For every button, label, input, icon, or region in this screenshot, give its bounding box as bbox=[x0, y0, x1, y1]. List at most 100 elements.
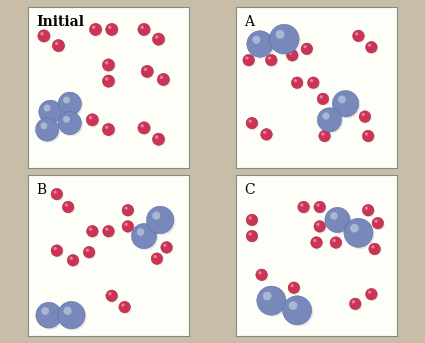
Circle shape bbox=[58, 92, 81, 115]
Circle shape bbox=[147, 206, 174, 234]
Circle shape bbox=[55, 42, 58, 45]
Circle shape bbox=[314, 221, 326, 232]
Circle shape bbox=[289, 301, 298, 310]
Circle shape bbox=[289, 52, 292, 55]
Circle shape bbox=[247, 232, 259, 243]
Circle shape bbox=[346, 220, 374, 249]
Circle shape bbox=[315, 222, 327, 234]
Circle shape bbox=[37, 304, 63, 330]
Circle shape bbox=[338, 95, 346, 104]
Circle shape bbox=[125, 206, 128, 210]
Circle shape bbox=[291, 77, 303, 88]
Circle shape bbox=[51, 245, 62, 257]
Circle shape bbox=[153, 254, 164, 266]
Circle shape bbox=[332, 239, 336, 242]
Circle shape bbox=[291, 284, 294, 287]
Circle shape bbox=[40, 122, 48, 129]
Circle shape bbox=[292, 78, 304, 90]
Circle shape bbox=[52, 246, 64, 258]
Circle shape bbox=[326, 209, 352, 234]
Circle shape bbox=[91, 25, 103, 37]
Circle shape bbox=[108, 292, 112, 295]
Circle shape bbox=[138, 122, 150, 134]
Circle shape bbox=[263, 131, 266, 134]
Circle shape bbox=[153, 133, 164, 145]
Circle shape bbox=[108, 26, 112, 29]
Circle shape bbox=[261, 129, 272, 140]
Circle shape bbox=[353, 30, 364, 42]
Circle shape bbox=[262, 130, 274, 141]
Circle shape bbox=[249, 119, 252, 123]
Circle shape bbox=[372, 217, 384, 229]
Circle shape bbox=[330, 212, 338, 220]
Circle shape bbox=[104, 227, 116, 238]
Circle shape bbox=[140, 124, 144, 128]
Text: A: A bbox=[244, 15, 254, 29]
Circle shape bbox=[119, 301, 130, 313]
Circle shape bbox=[362, 113, 365, 116]
Circle shape bbox=[36, 118, 59, 141]
Circle shape bbox=[58, 111, 81, 135]
Circle shape bbox=[332, 238, 343, 250]
Circle shape bbox=[153, 33, 164, 45]
Circle shape bbox=[63, 307, 72, 315]
Circle shape bbox=[39, 31, 51, 43]
Circle shape bbox=[85, 248, 96, 259]
Circle shape bbox=[105, 77, 108, 81]
Circle shape bbox=[258, 288, 287, 317]
Circle shape bbox=[373, 218, 385, 230]
Circle shape bbox=[313, 239, 316, 242]
Circle shape bbox=[288, 51, 299, 62]
Circle shape bbox=[360, 112, 372, 124]
Circle shape bbox=[60, 94, 83, 117]
Circle shape bbox=[161, 241, 173, 253]
Circle shape bbox=[350, 224, 359, 233]
Circle shape bbox=[102, 75, 115, 87]
Circle shape bbox=[354, 32, 366, 43]
Circle shape bbox=[364, 206, 375, 217]
Circle shape bbox=[294, 79, 297, 82]
Circle shape bbox=[83, 246, 95, 258]
Circle shape bbox=[63, 116, 70, 123]
Circle shape bbox=[314, 201, 326, 213]
Circle shape bbox=[92, 26, 96, 29]
Circle shape bbox=[160, 75, 163, 79]
Circle shape bbox=[60, 113, 83, 136]
Circle shape bbox=[123, 222, 135, 234]
Circle shape bbox=[330, 237, 342, 248]
Circle shape bbox=[252, 36, 260, 44]
Circle shape bbox=[104, 125, 116, 137]
Circle shape bbox=[247, 215, 259, 227]
Circle shape bbox=[86, 114, 99, 126]
Circle shape bbox=[52, 39, 65, 52]
Circle shape bbox=[137, 228, 144, 236]
Circle shape bbox=[243, 54, 255, 66]
Circle shape bbox=[159, 75, 171, 87]
Circle shape bbox=[248, 32, 275, 59]
Circle shape bbox=[316, 223, 320, 226]
Circle shape bbox=[103, 225, 114, 237]
Circle shape bbox=[122, 221, 134, 232]
Circle shape bbox=[332, 91, 359, 117]
Circle shape bbox=[315, 202, 327, 214]
Circle shape bbox=[105, 23, 118, 36]
Circle shape bbox=[125, 223, 128, 226]
Circle shape bbox=[107, 291, 119, 303]
Circle shape bbox=[246, 214, 258, 226]
Circle shape bbox=[316, 203, 320, 206]
Circle shape bbox=[155, 35, 159, 39]
Circle shape bbox=[37, 119, 60, 143]
Circle shape bbox=[363, 204, 374, 216]
Circle shape bbox=[153, 255, 157, 258]
Circle shape bbox=[247, 119, 259, 130]
Circle shape bbox=[88, 115, 100, 127]
Circle shape bbox=[363, 130, 374, 142]
Circle shape bbox=[359, 111, 371, 122]
Circle shape bbox=[365, 206, 368, 210]
Circle shape bbox=[299, 202, 311, 214]
Circle shape bbox=[344, 218, 373, 247]
Circle shape bbox=[40, 32, 44, 35]
Circle shape bbox=[154, 34, 166, 47]
Circle shape bbox=[374, 220, 378, 223]
Circle shape bbox=[246, 230, 258, 242]
